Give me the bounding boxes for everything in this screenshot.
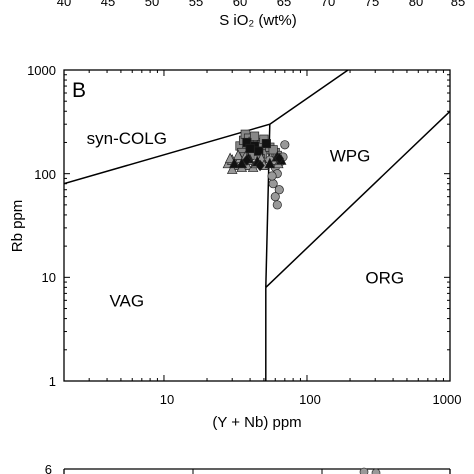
- bottom-panel-point: [359, 467, 369, 474]
- data-point-circle: [280, 140, 290, 150]
- top-tick-label: 60: [233, 0, 247, 9]
- data-point-triangle: [236, 157, 248, 169]
- data-point-square: [250, 131, 260, 141]
- top-tick-label: 65: [277, 0, 291, 9]
- plot-area: B syn-COLG WPG VAG ORG 1000 100 10 1 10 …: [9, 63, 462, 431]
- y-tick-label: 10: [42, 270, 56, 285]
- top-x-axis-label: S iO₂ (wt%): [219, 12, 297, 29]
- y-tick-label: 1000: [27, 63, 56, 78]
- data-point-triangle: [264, 157, 276, 169]
- plot-frame: [63, 69, 451, 382]
- data-point-diamond: [242, 154, 252, 166]
- top-tick-label: 40: [57, 0, 71, 9]
- x-tick-label: 1000: [433, 392, 462, 407]
- top-strip: 40 45 50 55 60 65 70 75 80 85 S iO₂ (wt%…: [57, 0, 465, 29]
- x-tick-label: 10: [160, 392, 174, 407]
- data-point-triangle: [226, 163, 238, 174]
- data-point-circle: [272, 200, 282, 210]
- data-points: [222, 129, 290, 210]
- top-tick-label: 45: [101, 0, 115, 9]
- bottom-strip: 6: [45, 462, 451, 474]
- data-point-diamond: [255, 159, 265, 172]
- axis-ticks: [63, 69, 451, 382]
- data-point-diamond: [274, 152, 284, 165]
- field-boundary-line: [64, 123, 271, 185]
- data-point-triangle: [224, 152, 236, 164]
- top-tick-label: 55: [189, 0, 203, 9]
- data-point-square: [245, 143, 255, 154]
- data-point-circle: [270, 192, 280, 202]
- top-tick-label: 85: [451, 0, 465, 9]
- y-tick-label: 1: [49, 374, 56, 389]
- x-tick-label: 100: [299, 392, 321, 407]
- top-tick-label: 50: [145, 0, 159, 9]
- y-tick-label: 100: [34, 167, 56, 182]
- bottom-panel-point: [371, 468, 381, 474]
- panel-label: B: [72, 79, 86, 102]
- bottom-tick-label: 6: [45, 462, 52, 474]
- x-axis-label: (Y + Nb) ppm: [212, 414, 301, 431]
- top-tick-label: 80: [409, 0, 423, 9]
- top-tick-label: 70: [321, 0, 335, 9]
- top-tick-label: 75: [365, 0, 379, 9]
- field-label-vag: VAG: [109, 291, 144, 310]
- field-label-syn-colg: syn-COLG: [87, 129, 167, 148]
- data-point-circle: [274, 185, 284, 195]
- data-point-triangle: [228, 157, 240, 169]
- field-label-wpg: WPG: [330, 146, 371, 165]
- field-boundary-line: [265, 110, 450, 288]
- y-axis-label: Rb ppm: [9, 200, 26, 253]
- field-boundary-line: [269, 70, 350, 125]
- data-point-square: [261, 139, 271, 149]
- field-boundaries: [64, 70, 450, 381]
- data-point-circle: [267, 171, 277, 181]
- field-label-org: ORG: [365, 268, 404, 287]
- data-point-square: [268, 145, 278, 155]
- data-point-triangle: [232, 149, 244, 160]
